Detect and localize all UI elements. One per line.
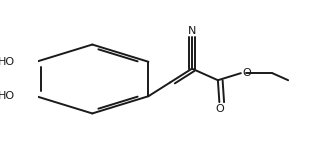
- Text: N: N: [188, 26, 196, 36]
- Text: HO: HO: [0, 91, 15, 101]
- Text: O: O: [242, 68, 251, 78]
- Text: O: O: [215, 104, 224, 114]
- Text: HO: HO: [0, 57, 15, 67]
